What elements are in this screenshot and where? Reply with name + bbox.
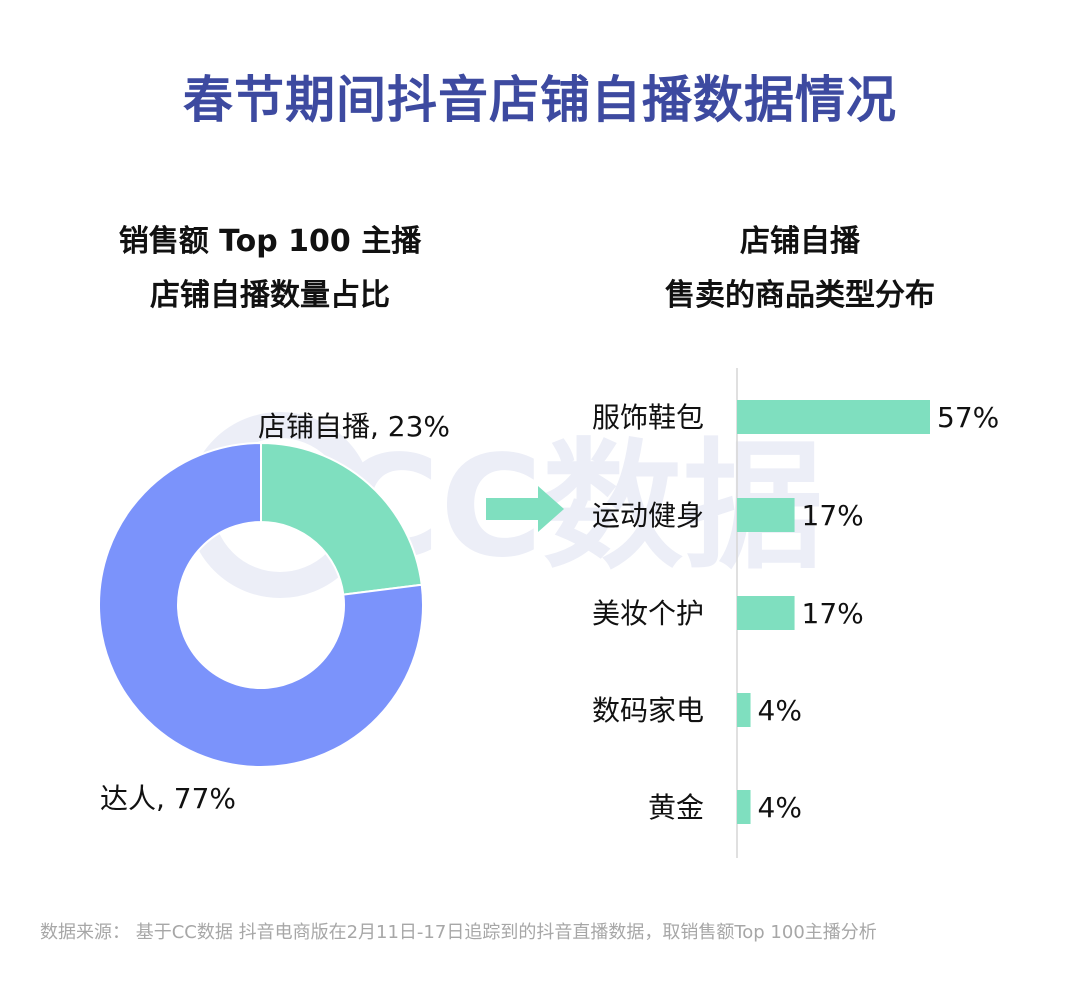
left-chart-title-line1: 销售额 Top 100 主播: [118, 224, 422, 259]
bar-0: [737, 400, 930, 434]
bar-value-label-3: 4%: [758, 694, 802, 727]
bar-4: [737, 790, 751, 824]
left-chart-title: 销售额 Top 100 主播 店铺自播数量占比: [40, 215, 500, 323]
bar-2: [737, 596, 795, 630]
right-chart-title-line1: 店铺自播: [740, 224, 860, 259]
bar-value-label-0: 57%: [937, 401, 999, 434]
bar-value-label-1: 17%: [802, 499, 864, 532]
right-chart-title-line2: 售卖的商品类型分布: [665, 278, 935, 313]
page-title: 春节期间抖音店铺自播数据情况: [183, 71, 897, 129]
bar-value-label-2: 17%: [802, 597, 864, 630]
bar-1: [737, 498, 795, 532]
donut-label-influencer: 达人, 77%: [100, 782, 236, 815]
arrow-shape: [486, 486, 564, 532]
donut-label-store-live: 店铺自播, 23%: [258, 410, 450, 443]
left-chart-title-line2: 店铺自播数量占比: [150, 278, 390, 313]
bar-category-label-4: 黄金: [648, 791, 704, 824]
donut-slice-store-live: [260, 441, 423, 596]
right-chart-title: 店铺自播 售卖的商品类型分布: [560, 215, 1040, 323]
bar-category-label-0: 服饰鞋包: [592, 401, 704, 434]
bar-category-label-3: 数码家电: [592, 694, 704, 727]
bar-category-label-2: 美妆个护: [592, 597, 704, 630]
source-note: 数据来源： 基于CC数据 抖音电商版在2月11日-17日追踪到的抖音直播数据，取…: [40, 922, 877, 943]
bar-3: [737, 693, 751, 727]
bar-value-label-4: 4%: [758, 791, 802, 824]
donut-slice-influencer: [98, 441, 424, 768]
bar-category-label-1: 运动健身: [592, 499, 704, 532]
